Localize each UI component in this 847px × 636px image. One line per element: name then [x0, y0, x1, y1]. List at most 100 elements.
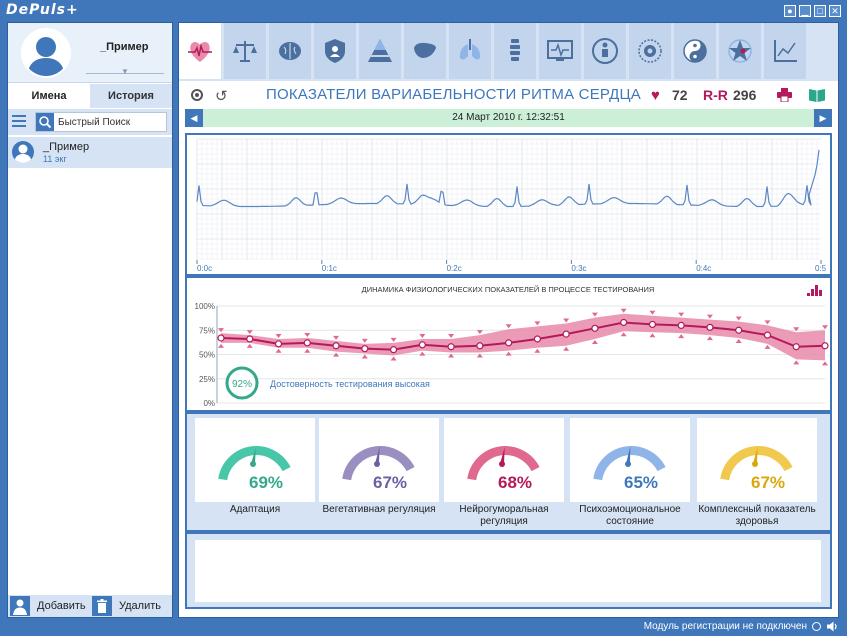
band-upper-marker: [304, 333, 311, 338]
patient-ecg-count: 11 экг: [43, 154, 67, 164]
ecg-chart: 0:0c 0:1c 0:2c 0:3c 0:4c 0:5: [196, 138, 827, 273]
toolbar-body-button[interactable]: [584, 23, 626, 79]
data-point[interactable]: [361, 345, 369, 353]
toolbar-scales-button[interactable]: [224, 23, 266, 79]
toolbar-lungs-button[interactable]: [449, 23, 491, 79]
chevron-down-icon[interactable]: ▼: [121, 67, 129, 76]
band-lower-marker: [678, 334, 685, 339]
data-point[interactable]: [677, 321, 685, 330]
tab-history[interactable]: История: [90, 84, 172, 108]
delete-patient-button[interactable]: Удалить: [90, 595, 172, 617]
minimize-button[interactable]: ▁: [799, 5, 811, 17]
record-window-button[interactable]: ●: [784, 5, 796, 17]
data-point[interactable]: [706, 323, 714, 331]
gauge-dial: [342, 446, 415, 481]
tab-names[interactable]: Имена: [8, 84, 90, 108]
print-icon[interactable]: [777, 88, 792, 102]
liver-icon: [414, 42, 436, 58]
gauge-card[interactable]: 67%: [697, 418, 817, 502]
connection-status-icon: [812, 622, 821, 631]
maximize-button[interactable]: □: [814, 5, 826, 17]
band-upper-marker: [505, 324, 512, 329]
heart-rate-icon: [188, 42, 212, 62]
notes-area: [195, 540, 821, 602]
data-point[interactable]: [246, 335, 254, 343]
gauge-needle: [753, 446, 758, 464]
data-point[interactable]: [476, 342, 484, 350]
reliability-indicator: 92% Достоверность тестирования высокая: [225, 366, 430, 400]
data-point[interactable]: [735, 326, 743, 334]
data-point[interactable]: [332, 342, 340, 350]
next-date-button[interactable]: ▶: [814, 109, 832, 127]
status-text: Модуль регистрации не подключен: [643, 621, 807, 632]
ecg-tick-label: 0:5: [815, 264, 827, 273]
band-lower-marker: [361, 354, 368, 359]
data-point[interactable]: [274, 340, 283, 348]
data-point[interactable]: [505, 339, 513, 347]
list-menu-icon[interactable]: [12, 115, 26, 127]
analysis-toolbar: [179, 23, 838, 81]
gauge-value: 68%: [498, 473, 533, 492]
yin-yang-icon: [683, 39, 707, 63]
data-point[interactable]: [648, 320, 657, 329]
toolbar-mandala-button[interactable]: [629, 23, 671, 79]
toolbar-pyramid-button[interactable]: [359, 23, 401, 79]
data-point[interactable]: [620, 318, 628, 327]
gauge-card[interactable]: 68%: [444, 418, 564, 502]
ecg-trace: [196, 149, 820, 208]
toolbar-monitor-button[interactable]: [539, 23, 581, 79]
toolbar-spine-button[interactable]: [494, 23, 536, 79]
bar-chart-icon[interactable]: [807, 285, 822, 296]
reliability-text: Достоверность тестирования высокая: [270, 379, 430, 389]
search-input[interactable]: Быстрый Поиск: [35, 112, 167, 132]
profile-card[interactable]: _Пример ▼: [8, 23, 172, 83]
gauge-arc: [342, 446, 415, 481]
ecg-grid: [196, 138, 821, 260]
pyramid-icon: [368, 39, 392, 62]
ecg-tick-label: 0:4c: [696, 264, 711, 273]
data-point[interactable]: [389, 346, 398, 354]
gauge-card[interactable]: 65%: [570, 418, 690, 502]
band-upper-marker: [246, 330, 253, 335]
confidence-band: [221, 313, 825, 361]
gauge-card[interactable]: 67%: [319, 418, 439, 502]
data-point[interactable]: [217, 334, 225, 342]
recording-date: 24 Март 2010 г. 12:32:51: [452, 112, 565, 123]
gauge-value: 69%: [249, 473, 284, 492]
data-point[interactable]: [792, 343, 800, 351]
gauge-value: 65%: [624, 473, 659, 492]
ecg-tick-label: 0:3c: [571, 264, 586, 273]
data-point[interactable]: [303, 339, 311, 347]
toolbar-star-button[interactable]: [719, 23, 761, 79]
toolbar-heart-rate-button[interactable]: [179, 23, 221, 79]
prev-date-button[interactable]: ◀: [185, 109, 203, 127]
data-point[interactable]: [447, 343, 455, 351]
data-point[interactable]: [821, 342, 829, 350]
book-icon[interactable]: [809, 88, 825, 102]
toolbar-yin-yang-button[interactable]: [674, 23, 716, 79]
toolbar-chart-button[interactable]: [764, 23, 806, 79]
window-controls: ● ▁ □ ✕: [784, 5, 841, 17]
data-point[interactable]: [418, 341, 426, 349]
record-icon[interactable]: [191, 89, 203, 101]
toolbar-shield-button[interactable]: [314, 23, 356, 79]
band-upper-marker: [793, 327, 800, 332]
data-point[interactable]: [533, 335, 541, 343]
band-lower-marker: [476, 353, 483, 358]
data-point[interactable]: [562, 330, 570, 338]
profile-underline: [86, 73, 164, 74]
data-point[interactable]: [591, 324, 599, 332]
list-item[interactable]: _Пример 11 экг: [8, 137, 172, 168]
toolbar-brain-button[interactable]: [269, 23, 311, 79]
data-point[interactable]: [763, 331, 772, 339]
scales-icon: [233, 41, 257, 62]
refresh-icon[interactable]: ↺: [215, 88, 228, 105]
gauge-card[interactable]: 69%: [195, 418, 315, 502]
toolbar-liver-button[interactable]: [404, 23, 446, 79]
band-upper-marker: [534, 321, 541, 326]
speaker-icon[interactable]: [827, 621, 839, 632]
rr-value: 296: [733, 87, 757, 103]
add-patient-button[interactable]: Добавить: [8, 595, 90, 617]
search-icon[interactable]: [36, 113, 54, 131]
close-button[interactable]: ✕: [829, 5, 841, 17]
